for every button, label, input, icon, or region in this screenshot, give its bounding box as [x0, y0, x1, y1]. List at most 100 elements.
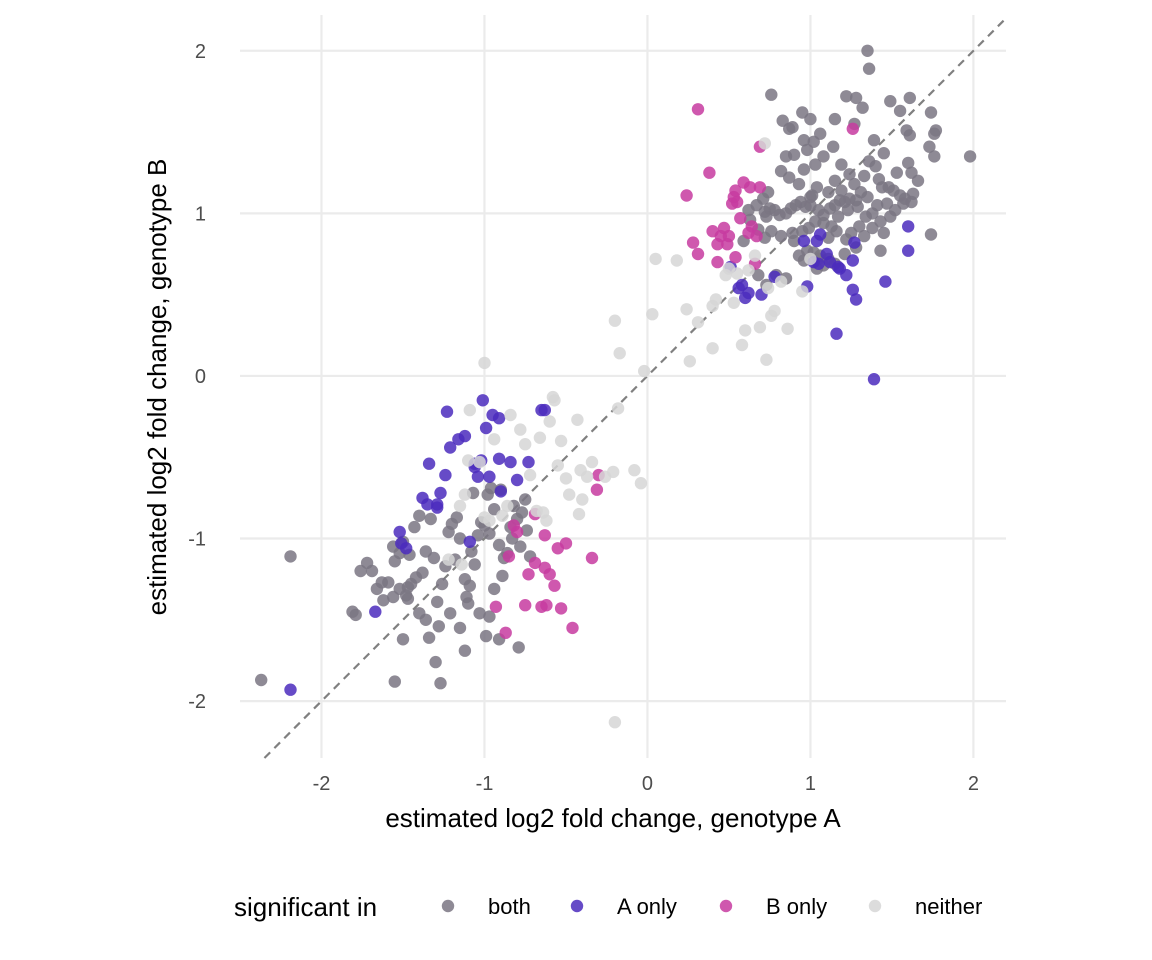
data-point-a-only [830, 327, 843, 340]
data-point-a-only [476, 394, 489, 407]
x-tick-label: -2 [313, 773, 331, 795]
data-point-both [377, 594, 390, 607]
data-point-neither [585, 455, 599, 469]
data-point-both [906, 187, 920, 200]
data-point-neither [488, 433, 501, 446]
data-point-neither [680, 303, 693, 316]
data-point-neither [496, 509, 509, 522]
data-point-both [861, 190, 874, 204]
data-point-neither [739, 324, 752, 337]
data-point-a-only [504, 455, 517, 469]
data-point-both [434, 677, 447, 690]
data-point-neither [598, 470, 612, 483]
data-point-neither [646, 308, 659, 321]
data-point-both [483, 527, 496, 540]
data-point-both [492, 538, 506, 552]
data-point-both [796, 225, 809, 238]
data-point-both [431, 595, 444, 609]
data-point-both [924, 228, 938, 241]
data-point-neither [501, 499, 514, 513]
data-point-both [849, 91, 863, 105]
data-point-both [444, 607, 457, 620]
data-point-neither [455, 558, 468, 571]
data-point-b-only [540, 599, 553, 612]
data-point-both [828, 174, 842, 187]
data-point-a-only [471, 470, 485, 483]
data-point-b-only [538, 529, 551, 542]
data-point-neither [683, 355, 696, 368]
legend-label: neither [915, 894, 982, 919]
data-point-neither [442, 553, 455, 566]
legend-label: A only [617, 894, 677, 919]
data-point-b-only [729, 251, 742, 264]
data-point-neither [504, 408, 517, 422]
data-point-both [387, 590, 400, 604]
data-point-neither [478, 356, 491, 370]
data-point-a-only [422, 457, 436, 470]
data-point-both [817, 150, 830, 163]
data-point-neither [753, 321, 767, 334]
data-point-b-only [499, 626, 512, 639]
data-point-both [843, 168, 856, 181]
data-point-neither [649, 252, 662, 266]
legend-label: B only [766, 894, 827, 919]
data-point-neither [730, 267, 744, 280]
x-axis-title: estimated log2 fold change, genotype A [385, 803, 841, 833]
data-point-a-only [902, 220, 915, 233]
data-point-neither [559, 472, 573, 485]
data-point-b-only [489, 600, 503, 613]
data-point-b-only [554, 602, 568, 615]
y-tick-label: -1 [188, 529, 206, 551]
data-point-neither [611, 402, 625, 415]
data-point-both [862, 155, 876, 168]
data-point-both [514, 540, 527, 553]
data-point-neither [514, 423, 527, 436]
data-point-both [923, 140, 936, 153]
data-point-b-only [528, 556, 542, 570]
data-point-b-only [686, 236, 700, 249]
data-point-both [463, 579, 476, 592]
data-point-a-only [848, 236, 861, 249]
data-point-neither [670, 254, 683, 267]
data-point-both [468, 558, 481, 571]
data-point-both [893, 104, 907, 118]
data-point-both [835, 184, 848, 197]
data-point-both [484, 481, 498, 495]
data-point-b-only [551, 542, 564, 555]
data-point-a-only [879, 275, 892, 288]
data-point-b-only [510, 525, 524, 539]
data-point-b-only [585, 551, 599, 565]
data-point-neither [523, 468, 537, 482]
data-point-a-only [739, 291, 752, 305]
data-point-both [872, 173, 886, 186]
x-tick-label: 0 [642, 773, 653, 795]
x-tick-label: 2 [968, 773, 979, 795]
data-point-neither [735, 338, 749, 352]
data-point-neither [613, 347, 626, 360]
x-axis-tick-labels: -2 -1 0 1 2 [313, 773, 979, 795]
data-point-both [255, 673, 268, 687]
data-point-both [488, 582, 501, 596]
data-point-neither [478, 511, 491, 524]
data-point-both [779, 150, 793, 163]
grid-lines [240, 15, 1006, 758]
data-point-both [752, 268, 765, 282]
data-point-b-only [703, 166, 716, 179]
data-point-both [435, 577, 449, 591]
data-point-both [874, 244, 887, 257]
data-point-both [889, 203, 902, 217]
data-point-neither [709, 293, 723, 306]
data-point-neither [453, 499, 467, 513]
data-point-neither [463, 403, 476, 417]
data-point-both [465, 545, 478, 558]
data-point-a-only [820, 247, 833, 261]
data-point-both [473, 607, 486, 620]
data-point-a-only [463, 535, 476, 548]
legend: significant in both A only B only neither [234, 892, 982, 922]
data-point-a-only [393, 525, 406, 539]
data-point-b-only [519, 599, 532, 612]
data-point-neither [768, 304, 781, 318]
data-point-neither [761, 281, 775, 295]
data-points [255, 44, 977, 729]
data-point-both [429, 655, 442, 669]
